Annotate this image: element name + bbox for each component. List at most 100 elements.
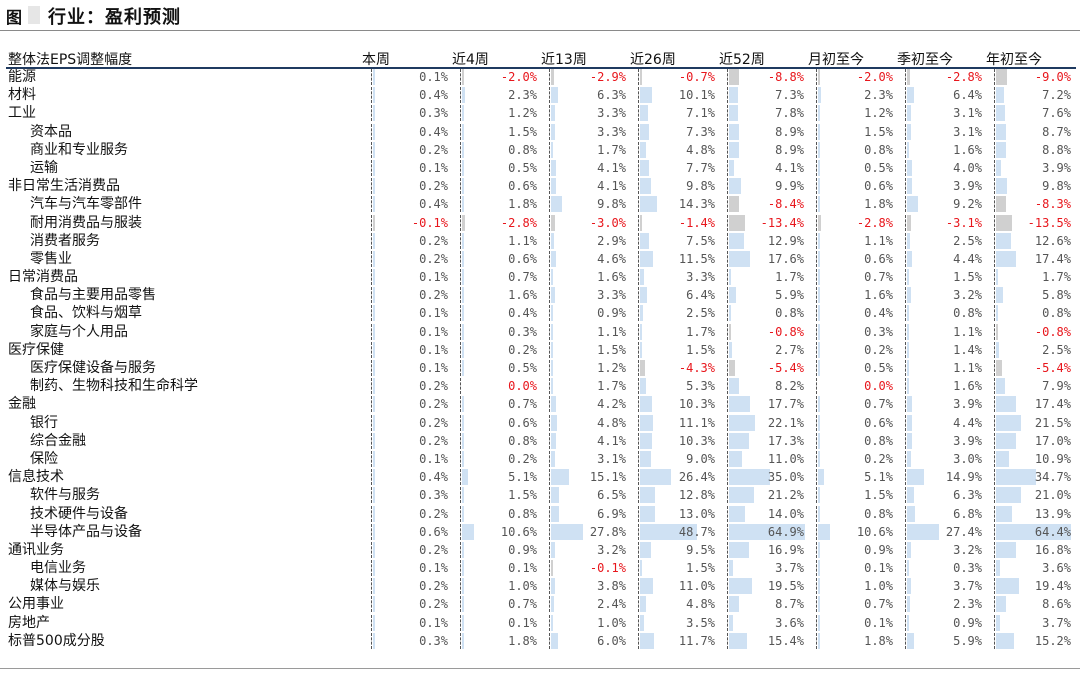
data-bar <box>996 378 1006 395</box>
cell-week: 0.1% <box>371 68 452 86</box>
cell-value: 0.8% <box>1042 306 1071 321</box>
industry-label: 保险 <box>30 450 58 467</box>
cell-axis-line <box>727 341 729 358</box>
cell-axis-line <box>371 232 373 249</box>
cell-value: 7.2% <box>1042 88 1071 103</box>
cell-4w: 1.8% <box>460 195 541 213</box>
cell-value: 0.9% <box>864 542 893 557</box>
cell-value: 0.2% <box>419 579 448 594</box>
cell-axis-line <box>727 378 729 395</box>
cell-52w: 3.7% <box>727 559 808 577</box>
cell-4w: 0.4% <box>460 304 541 322</box>
cell-axis-line <box>994 505 996 522</box>
data-bar <box>462 341 464 358</box>
data-bar <box>551 414 557 431</box>
cell-ytd: 17.4% <box>994 250 1075 268</box>
cell-week: 0.1% <box>371 341 452 359</box>
cell-value: -3.1% <box>945 215 982 230</box>
cell-qtd: 0.3% <box>905 559 986 577</box>
cell-axis-line <box>549 141 551 158</box>
cell-axis-line <box>816 541 818 558</box>
cell-mtd: 1.2% <box>816 104 897 122</box>
cell-value: 0.5% <box>864 160 893 175</box>
data-bar <box>373 69 375 85</box>
data-bar <box>996 450 1009 467</box>
cell-axis-line <box>371 269 373 286</box>
cell-value: 1.1% <box>864 233 893 248</box>
cell-value: 0.2% <box>864 451 893 466</box>
cell-axis-line <box>727 141 729 158</box>
cell-mtd: 0.1% <box>816 559 897 577</box>
cell-axis-line <box>460 560 462 577</box>
cell-qtd: 1.4% <box>905 341 986 359</box>
cell-axis-line <box>549 287 551 304</box>
cell-qtd: 1.5% <box>905 268 986 286</box>
cell-axis-line <box>460 432 462 449</box>
cell-value: 8.9% <box>775 124 804 139</box>
data-bar <box>462 414 464 431</box>
data-bar <box>551 69 555 85</box>
cell-value: 1.6% <box>597 270 626 285</box>
cell-axis-line <box>371 250 373 267</box>
data-bar <box>907 378 909 395</box>
cell-axis-line <box>638 360 640 376</box>
cell-axis-line <box>994 487 996 504</box>
data-bar <box>907 450 911 467</box>
cell-axis-line <box>371 123 373 140</box>
cell-value: 4.4% <box>953 415 982 430</box>
cell-26w: 7.5% <box>638 232 719 250</box>
cell-4w: 0.8% <box>460 141 541 159</box>
cell-axis-line <box>816 560 818 577</box>
data-bar <box>907 196 918 213</box>
data-bar <box>818 450 820 467</box>
cell-4w: 0.7% <box>460 595 541 613</box>
cell-axis-line <box>371 541 373 558</box>
cell-26w: 11.0% <box>638 577 719 595</box>
cell-axis-line <box>727 214 729 231</box>
data-bar <box>729 269 731 286</box>
data-bar <box>551 87 559 104</box>
cell-value: 1.5% <box>864 488 893 503</box>
cell-value: 1.5% <box>686 561 715 576</box>
cell-axis-line <box>549 232 551 249</box>
cell-axis-line <box>905 414 907 431</box>
cell-qtd: 14.9% <box>905 468 986 486</box>
cell-value: 9.5% <box>686 542 715 557</box>
data-bar <box>640 560 642 577</box>
data-bar <box>729 105 739 122</box>
cell-week: 0.2% <box>371 177 452 195</box>
data-bar <box>462 396 464 413</box>
cell-value: 0.2% <box>419 415 448 430</box>
data-bar <box>551 269 553 286</box>
cell-axis-line <box>638 250 640 267</box>
data-bar <box>907 141 909 158</box>
data-bar <box>462 214 466 231</box>
cell-axis-line <box>371 632 373 649</box>
data-bar <box>373 323 375 340</box>
cell-value: 0.4% <box>419 124 448 139</box>
figure-header: 图 行业：盈利预测 <box>0 0 1080 32</box>
cell-axis-line <box>638 69 640 85</box>
cell-ytd: 2.5% <box>994 341 1075 359</box>
cell-axis-line <box>460 487 462 504</box>
cell-value: 13.9% <box>1034 506 1071 521</box>
data-bar <box>462 469 468 486</box>
cell-value: 3.1% <box>953 124 982 139</box>
cell-ytd: 7.9% <box>994 377 1075 395</box>
figure-title: 行业：盈利预测 <box>48 7 181 28</box>
cell-axis-line <box>816 69 818 85</box>
cell-value: 0.1% <box>508 561 537 576</box>
cell-13w: 15.1% <box>549 468 630 486</box>
cell-ytd: 8.8% <box>994 141 1075 159</box>
cell-mtd: -2.0% <box>816 68 897 86</box>
cell-week: 0.2% <box>371 432 452 450</box>
cell-axis-line <box>905 196 907 213</box>
cell-value: -2.0% <box>500 70 537 84</box>
cell-value: 6.0% <box>597 633 626 648</box>
data-bar <box>373 250 375 267</box>
data-bar <box>907 159 912 176</box>
data-bar <box>818 360 820 376</box>
cell-26w: 14.3% <box>638 195 719 213</box>
cell-mtd: 1.0% <box>816 577 897 595</box>
cell-value: 3.6% <box>775 615 804 630</box>
